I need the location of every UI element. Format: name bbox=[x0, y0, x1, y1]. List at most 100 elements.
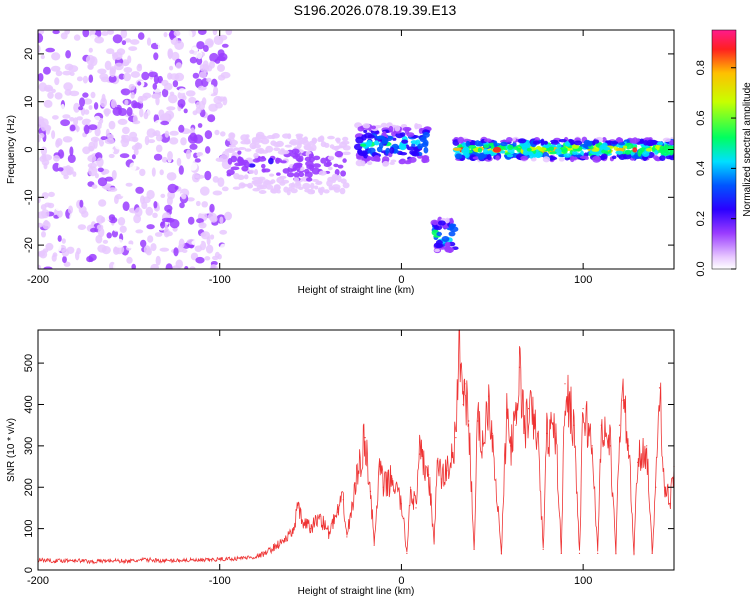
heatmap-cell bbox=[467, 145, 477, 149]
snr-data-point bbox=[555, 432, 557, 434]
heatmap-cell bbox=[137, 81, 142, 86]
heatmap-cell bbox=[117, 118, 128, 125]
heatmap-cell bbox=[373, 155, 381, 162]
heatmap-cell bbox=[500, 150, 506, 154]
heatmap-cell bbox=[645, 148, 653, 152]
snr-data-point bbox=[164, 560, 166, 562]
heatmap-cell bbox=[96, 215, 105, 224]
heatmap-cell bbox=[49, 176, 57, 183]
heatmap-cell bbox=[139, 108, 144, 118]
heatmap-cell bbox=[147, 235, 154, 243]
heatmap-cell bbox=[83, 124, 90, 135]
heatmap-cell bbox=[615, 147, 625, 152]
heatmap-cell bbox=[506, 154, 514, 158]
line-plot-frame bbox=[37, 329, 675, 571]
heatmap-cell bbox=[183, 108, 188, 114]
heatmap-cell bbox=[401, 139, 409, 144]
heatmap-cell bbox=[161, 156, 168, 163]
heatmap-cell bbox=[195, 200, 201, 207]
heatmap-cell bbox=[127, 55, 132, 64]
heatmap-cell bbox=[57, 235, 62, 242]
snr-data-point bbox=[651, 552, 653, 555]
snr-data-point bbox=[537, 432, 539, 434]
heatmap-cell bbox=[615, 150, 624, 155]
heatmap-cell bbox=[69, 124, 76, 132]
heatmap-cell bbox=[669, 147, 674, 155]
colorbar-tick-label: 0.4 bbox=[695, 161, 707, 176]
heatmap-cell bbox=[487, 153, 492, 161]
snr-data-point bbox=[628, 445, 630, 447]
heatmap-cell bbox=[78, 106, 84, 111]
heatmap-cell bbox=[118, 73, 126, 80]
heatmap-cell bbox=[129, 162, 137, 171]
heatmap-cell bbox=[201, 201, 208, 208]
heatmap-cell bbox=[88, 105, 93, 110]
heatmap-cell bbox=[665, 155, 673, 160]
heatmap-cell bbox=[417, 143, 424, 149]
heatmap-cell bbox=[76, 76, 83, 82]
heatmap-cell bbox=[192, 110, 198, 116]
snr-data-point bbox=[464, 383, 466, 385]
heatmap-cell bbox=[105, 128, 110, 138]
heatmap-cell bbox=[359, 143, 367, 147]
heatmap-cell bbox=[130, 92, 135, 99]
heatmap-cell bbox=[96, 224, 104, 231]
heatmap-cell bbox=[301, 138, 309, 143]
heatmap-cell bbox=[358, 152, 368, 156]
heatmap-cell bbox=[282, 133, 291, 139]
heatmap-cell bbox=[591, 148, 600, 152]
heatmap-cell bbox=[282, 168, 290, 174]
heatmap-cell bbox=[150, 263, 159, 269]
heatmap-cell bbox=[392, 137, 397, 141]
heatmap-cell bbox=[38, 264, 42, 269]
heatmap-cell bbox=[98, 199, 107, 207]
heatmap-cell bbox=[140, 239, 147, 248]
heatmap-cell bbox=[270, 188, 279, 194]
heatmap-cells bbox=[38, 30, 674, 269]
heatmap-cell bbox=[323, 189, 330, 194]
heatmap-cell bbox=[191, 239, 202, 246]
heatmap-cell bbox=[145, 248, 152, 256]
snr-data-point bbox=[515, 424, 517, 426]
heatmap-cell bbox=[63, 194, 73, 201]
heatmap-cell bbox=[110, 99, 117, 109]
heatmap-cell bbox=[69, 212, 76, 221]
heatmap-cell bbox=[145, 206, 154, 216]
heatmap-cell bbox=[135, 186, 144, 194]
heatmap-cell bbox=[271, 133, 280, 139]
heatmap-cell bbox=[38, 222, 44, 228]
heatmap-cell bbox=[167, 72, 173, 80]
snr-data-point bbox=[291, 532, 293, 534]
heatmap-cell bbox=[111, 52, 118, 58]
line-y-tick-label: 300 bbox=[23, 437, 35, 455]
heatmap-cell bbox=[526, 147, 532, 152]
heatmap-cell bbox=[51, 52, 61, 61]
heatmap-cell bbox=[189, 143, 198, 150]
heatmap-cell bbox=[572, 150, 578, 155]
heatmap-cell bbox=[318, 170, 327, 176]
heatmap-cell bbox=[57, 210, 63, 218]
heatmap-cell bbox=[317, 137, 322, 143]
heatmap-cell bbox=[212, 190, 223, 196]
heatmap-cell bbox=[380, 122, 388, 128]
heatmap-cell bbox=[361, 160, 366, 167]
heatmap-cell bbox=[101, 123, 107, 131]
heatmap-cell bbox=[310, 182, 315, 190]
heatmap-cell bbox=[171, 145, 177, 155]
heatmap-cell bbox=[185, 149, 192, 160]
heatmap-cell bbox=[93, 138, 98, 149]
snr-data-point bbox=[615, 552, 617, 555]
heatmap-cell bbox=[144, 135, 150, 146]
heatmap-x-tick-label: -200 bbox=[27, 274, 49, 286]
heatmap-cell bbox=[282, 150, 290, 155]
heatmap-cell bbox=[265, 145, 274, 153]
snr-data-point bbox=[415, 507, 417, 509]
heatmap-cell bbox=[88, 166, 98, 177]
heatmap-cell bbox=[258, 190, 267, 194]
snr-data-point bbox=[591, 445, 593, 447]
heatmap-cell bbox=[286, 172, 295, 178]
heatmap-cell bbox=[73, 117, 79, 126]
heatmap-cell bbox=[117, 217, 126, 226]
heatmap-cell bbox=[209, 264, 218, 269]
heatmap-cell bbox=[500, 141, 508, 147]
